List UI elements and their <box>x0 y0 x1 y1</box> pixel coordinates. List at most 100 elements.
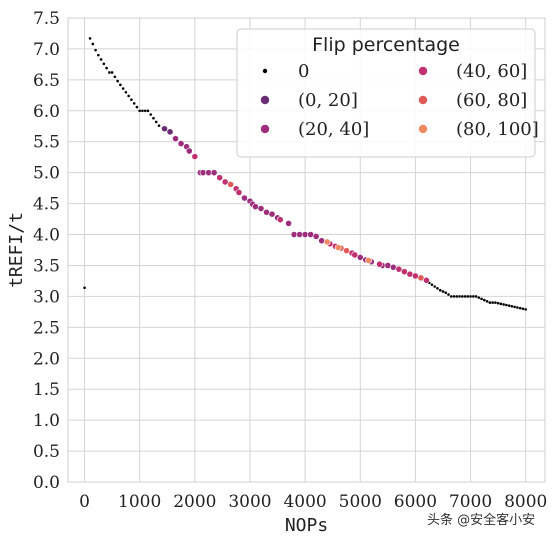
data-point-series-3 <box>395 265 403 273</box>
data-point-series-0 <box>507 304 511 307</box>
data-point-series-5 <box>365 257 372 264</box>
data-point-series-2 <box>257 205 265 212</box>
data-point-series-0 <box>505 303 508 307</box>
data-point-series-3 <box>351 251 359 259</box>
data-point-series-0 <box>436 287 439 290</box>
data-point-series-0 <box>491 301 494 304</box>
legend-marker <box>418 124 428 134</box>
data-point-series-3 <box>376 260 383 268</box>
legend-label: (40, 60] <box>456 61 527 82</box>
data-point-series-0 <box>463 295 467 298</box>
data-point-series-3 <box>235 189 243 196</box>
data-point-series-2 <box>241 194 248 202</box>
data-point-series-5 <box>334 244 342 251</box>
y-tick-label: 4.0 <box>33 226 60 246</box>
data-point-series-1 <box>166 128 174 136</box>
data-point-series-0 <box>499 302 503 306</box>
data-point-series-3 <box>191 153 199 160</box>
data-point-series-0 <box>83 286 86 290</box>
data-point-series-0 <box>102 62 106 66</box>
data-point-series-0 <box>88 37 92 40</box>
data-point-series-3 <box>400 268 408 276</box>
data-point-series-3 <box>216 174 224 182</box>
legend-marker <box>262 68 268 74</box>
data-point-series-0 <box>477 296 481 299</box>
legend-marker <box>260 124 270 134</box>
watermark-text: 头条 @安全客小安 <box>427 512 535 528</box>
legend-label: (0, 20] <box>298 90 358 111</box>
x-tick-label: 8000 <box>504 492 547 512</box>
data-point-series-0 <box>455 295 459 298</box>
data-point-series-5 <box>323 238 331 246</box>
data-point-series-0 <box>99 58 103 61</box>
x-axis-ticks: 0 1000 2000 3000 4000 5000 6000 7000 8000 <box>79 492 547 512</box>
data-point-series-4 <box>227 181 235 188</box>
data-point-series-0 <box>474 295 478 298</box>
x-tick-label: 0 <box>79 492 90 512</box>
y-tick-label: 2.5 <box>33 318 60 338</box>
data-point-series-0 <box>149 113 153 116</box>
legend-box <box>236 28 536 158</box>
data-point-series-3 <box>423 276 430 284</box>
data-point-series-0 <box>469 295 472 298</box>
data-point-series-0 <box>524 308 527 311</box>
data-point-series-2 <box>210 169 218 177</box>
legend-label: 0 <box>298 61 309 82</box>
data-point-series-0 <box>143 109 147 113</box>
data-point-series-0 <box>135 105 139 109</box>
data-point-series-0 <box>94 48 97 52</box>
data-point-series-0 <box>97 53 100 57</box>
legend-label: (20, 40] <box>298 119 369 140</box>
data-point-series-0 <box>449 295 453 298</box>
x-tick-label: 1000 <box>118 492 161 512</box>
data-point-series-0 <box>472 295 475 298</box>
data-point-series-2 <box>268 210 276 218</box>
y-tick-label: 2.0 <box>33 349 60 369</box>
y-tick-label: 3.0 <box>33 287 60 307</box>
y-tick-label: 6.0 <box>33 102 60 122</box>
y-tick-label: 1.5 <box>33 380 60 400</box>
data-points <box>83 37 527 311</box>
data-point-series-3 <box>221 178 229 186</box>
data-point-series-3 <box>276 216 284 224</box>
legend-label: (60, 80] <box>456 90 527 111</box>
data-point-series-0 <box>132 102 136 105</box>
x-axis-label: NOPs <box>285 515 328 536</box>
y-tick-label: 6.5 <box>33 71 60 91</box>
data-point-series-4 <box>343 247 350 255</box>
x-tick-label: 2000 <box>173 492 216 512</box>
data-point-series-0 <box>488 301 492 304</box>
data-point-series-0 <box>433 285 437 288</box>
data-point-series-0 <box>460 295 464 298</box>
data-point-series-2 <box>172 135 179 143</box>
data-point-series-2 <box>185 147 193 155</box>
data-point-series-0 <box>444 291 448 294</box>
data-point-series-0 <box>138 109 141 113</box>
data-point-series-0 <box>110 71 114 74</box>
legend-marker <box>418 66 428 76</box>
plot-frame <box>67 17 546 483</box>
y-axis-ticks: 0.0 0.5 1.0 1.5 2.0 2.5 3.0 3.5 4.0 4.5 5.0 5.5 6.0 6… <box>33 9 60 493</box>
data-point-series-2 <box>285 219 292 227</box>
data-point-series-0 <box>502 303 505 306</box>
data-point-series-4 <box>417 274 425 282</box>
x-tick-label: 6000 <box>394 492 437 512</box>
legend-marker <box>260 95 270 105</box>
data-point-series-0 <box>438 288 442 292</box>
data-point-series-0 <box>430 283 434 286</box>
plot-border <box>67 17 546 483</box>
y-axis-label: tREFI/t <box>6 212 27 288</box>
data-point-series-0 <box>516 306 519 309</box>
data-point-series-0 <box>154 120 158 124</box>
x-tick-label: 4000 <box>283 492 326 512</box>
y-tick-label: 0.0 <box>33 473 60 493</box>
data-point-series-0 <box>483 298 486 302</box>
data-point-series-0 <box>121 87 125 90</box>
data-point-series-0 <box>108 71 111 74</box>
data-point-series-0 <box>91 42 95 46</box>
data-point-series-2 <box>356 254 364 261</box>
data-point-series-0 <box>113 75 117 79</box>
legend-title: Flip percentage <box>312 34 460 56</box>
